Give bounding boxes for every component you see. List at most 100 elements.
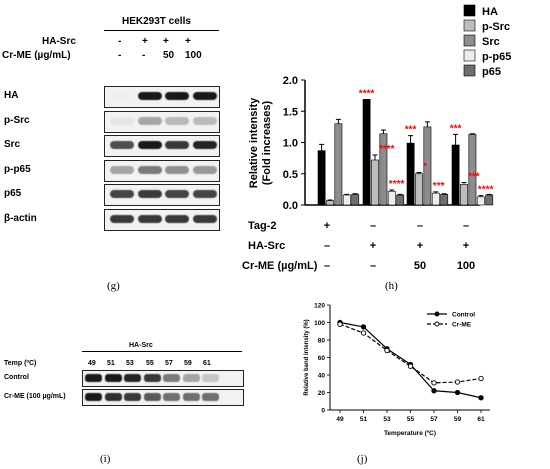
bar [485, 194, 494, 206]
data-point [478, 375, 484, 382]
blot-band [137, 116, 162, 125]
x-tick-label: 57 [430, 416, 438, 423]
data-point [431, 388, 437, 394]
legend-swatch [463, 64, 476, 77]
bar [387, 190, 396, 206]
temp-tick-label: 61 [203, 360, 211, 367]
blot-band [202, 393, 219, 401]
blot-band [137, 190, 162, 199]
blot-band [165, 190, 189, 199]
blot-band [124, 393, 141, 401]
caption-j: (j) [357, 453, 368, 465]
significance-marker: **** [389, 179, 405, 190]
treatment-row-label: Cr-ME (µg/mL) [242, 260, 318, 272]
panel-h: 0.0 0.5 1.0 1.5 2.0 Relative intensity (Fold i… [240, 0, 550, 300]
blot-label: β-actin [4, 213, 37, 224]
row-label-cr-me: Cr-ME (µg/mL) [2, 50, 71, 61]
data-point [454, 379, 461, 385]
x-tick-label: 55 [407, 416, 415, 423]
caption-h: (h) [385, 280, 398, 292]
x-tick-label: 51 [360, 416, 368, 423]
x-tick-label: 53 [383, 416, 391, 423]
temp-tick-label: 49 [88, 360, 96, 367]
legend-label: Src [482, 36, 500, 48]
panel-i-header-line [82, 351, 242, 352]
legend-label: p-p65 [482, 51, 511, 63]
blot-band [110, 190, 134, 199]
y-tick-label: 0.5 [283, 169, 298, 181]
legend-marker [434, 321, 440, 327]
temp-tick-label: 53 [126, 360, 134, 367]
blot-band [137, 165, 162, 174]
data-point [384, 347, 390, 354]
blot-band [110, 92, 134, 100]
blot-band [192, 165, 217, 174]
blot-band [165, 165, 189, 174]
treatment-row-label: Tag-2 [248, 220, 277, 232]
blot-band [192, 92, 217, 100]
treatment-mark: + [185, 36, 191, 47]
blot-band [165, 116, 189, 125]
legend-swatch [463, 34, 476, 47]
treatment-value: – [324, 240, 330, 252]
panel-g: HEK293T cells HA-Src Cr-ME (µg/mL) - + + + -… [0, 0, 240, 300]
bar [326, 200, 334, 206]
treatment-value: 100 [457, 260, 475, 272]
y-axis-label: Relative intensity [248, 97, 260, 188]
treatment-mark: 100 [185, 50, 202, 61]
treatment-value: + [370, 240, 376, 252]
data-point [478, 395, 484, 401]
significance-marker: *** [405, 125, 417, 136]
blot-box [104, 110, 220, 133]
temp-tick-label: 51 [107, 360, 115, 367]
temp-label: Temp (ºC) [4, 360, 37, 367]
legend-swatch [463, 4, 476, 17]
line-chart-j: 0 20 40 60 80 100 120 49 51 53 55 57 59 61 Temperature… [304, 303, 490, 437]
significance-marker: **** [379, 144, 395, 155]
blot-box [104, 184, 220, 207]
legend-label: Control [452, 312, 475, 319]
legend-swatch [463, 19, 476, 32]
blot-band [85, 374, 102, 382]
bar [415, 173, 423, 206]
treatment-value: – [370, 220, 376, 232]
significance-marker: * [423, 162, 427, 173]
significance-marker: **** [478, 185, 494, 196]
significance-marker: *** [433, 181, 445, 192]
y-tick-label: 120 [314, 303, 325, 310]
x-tick-label: 49 [336, 416, 344, 423]
x-axis-label: Temperature (ºC) [384, 430, 436, 437]
legend-label: p-Src [482, 21, 510, 33]
blot-band [85, 393, 102, 401]
blot-label: p-Src [4, 114, 30, 126]
y-tick-label: 1.0 [283, 138, 298, 150]
y-tick-label: 0 [321, 408, 325, 415]
blot-strip [82, 370, 244, 387]
bar [460, 184, 468, 206]
x-tick-label: 59 [454, 416, 462, 423]
blot-box [104, 209, 220, 231]
legend-label: p65 [482, 66, 501, 78]
blot-band [124, 374, 141, 382]
y-tick-label: 1.5 [283, 106, 298, 118]
blot-band [202, 374, 219, 382]
blot-band [137, 215, 162, 223]
blot-band [137, 141, 162, 150]
panel-j: 0 20 40 60 80 100 120 49 51 53 55 57 59 61 Temperature… [250, 300, 550, 469]
legend-marker [434, 311, 440, 317]
bar-chart-h: 0.0 0.5 1.0 1.5 2.0 Relative intensity (Fold i… [242, 4, 511, 272]
treatment-value: + [463, 240, 469, 252]
blot-strip [82, 389, 244, 406]
legend-label: HA [482, 6, 498, 18]
bar [406, 142, 415, 206]
treatment-mark: 50 [163, 50, 175, 61]
blot-band [192, 190, 217, 199]
temp-tick-label: 59 [184, 360, 192, 367]
treatment-mark: + [142, 36, 148, 47]
blot-band [165, 215, 189, 223]
bar [440, 194, 449, 206]
significance-marker: **** [359, 88, 375, 99]
treatment-mark: - [118, 50, 122, 61]
temp-tick-label: 57 [165, 360, 173, 367]
blot-box [104, 86, 220, 108]
